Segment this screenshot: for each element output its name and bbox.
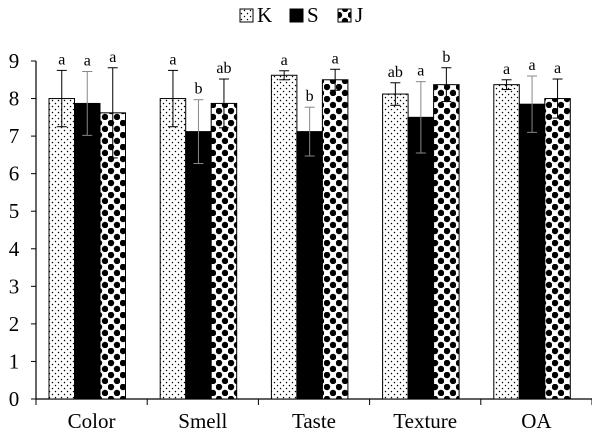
significance-letter: a [84,53,91,70]
x-tick-label: Taste [292,409,336,433]
significance-letter: a [417,63,424,80]
significance-letter: a [281,52,288,69]
significance-letter: a [503,61,510,78]
y-tick-label: 4 [9,237,20,261]
bar [210,102,238,400]
y-tick-label: 7 [9,124,20,148]
x-tick-label: Smell [178,409,227,433]
bar [48,98,75,400]
bar [159,98,187,400]
legend-label: J [355,3,363,27]
significance-letter: b [194,81,202,98]
bar [74,102,101,400]
significance-letter: a [528,57,535,74]
bar [433,84,460,400]
bar [493,84,520,400]
y-tick-label: 9 [9,49,20,73]
y-tick-label: 1 [9,349,20,373]
chart-axes: 0 1 2 3 4 5 6 7 8 9 Color Smell Taste Texture OA [9,49,592,433]
significance-letter: a [109,49,116,66]
legend-swatch [337,8,352,23]
significance-letter: ab [388,64,403,81]
legend-label: K [257,3,272,27]
significance-letter: a [169,51,176,68]
y-tick-label: 2 [9,312,20,336]
significance-letter: a [58,51,65,68]
bar [518,103,546,400]
y-tick-label: 8 [9,87,20,111]
significance-letter: a [554,60,561,77]
x-tick-label: OA [521,409,552,433]
bar [382,93,409,400]
y-tick-label: 6 [9,162,20,186]
bar [185,131,212,400]
significance-letter: ab [216,60,231,77]
y-tick-label: 5 [9,199,20,223]
significance-letter: b [442,49,450,66]
y-tick-label: 3 [9,274,20,298]
bar [321,79,349,400]
significance-letter: a [332,50,339,67]
x-tick-label: Color [68,409,116,433]
bar [407,116,435,400]
legend-label: S [307,3,319,27]
x-tick-label: Texture [393,409,457,433]
y-tick-label: 0 [9,387,20,411]
bar [270,74,298,400]
significance-letter: b [306,88,314,105]
bar [544,98,571,400]
legend-swatch [289,8,304,23]
bar [296,131,323,400]
legend-swatch [239,8,254,23]
